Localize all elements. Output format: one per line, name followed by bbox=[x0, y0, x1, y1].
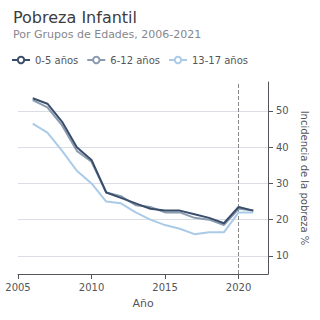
svg-text:Año: Año bbox=[132, 297, 153, 310]
svg-text:40: 40 bbox=[276, 142, 289, 153]
svg-text:2005: 2005 bbox=[5, 282, 30, 293]
svg-text:20: 20 bbox=[276, 214, 289, 225]
svg-text:Pobreza Infantil: Pobreza Infantil bbox=[13, 8, 137, 27]
svg-text:13-17 años: 13-17 años bbox=[192, 55, 248, 66]
svg-text:2010: 2010 bbox=[79, 282, 104, 293]
svg-text:30: 30 bbox=[276, 178, 289, 189]
svg-text:2015: 2015 bbox=[152, 282, 177, 293]
svg-text:6-12 años: 6-12 años bbox=[110, 55, 160, 66]
svg-text:10: 10 bbox=[276, 250, 289, 261]
svg-text:50: 50 bbox=[276, 105, 289, 116]
svg-text:0-5 años: 0-5 años bbox=[35, 55, 78, 66]
svg-text:2020: 2020 bbox=[226, 282, 251, 293]
svg-text:Incidencia de la pobreza %: Incidencia de la pobreza % bbox=[299, 111, 310, 246]
svg-text:Por Grupos de Edades, 2006-202: Por Grupos de Edades, 2006-2021 bbox=[13, 28, 201, 41]
